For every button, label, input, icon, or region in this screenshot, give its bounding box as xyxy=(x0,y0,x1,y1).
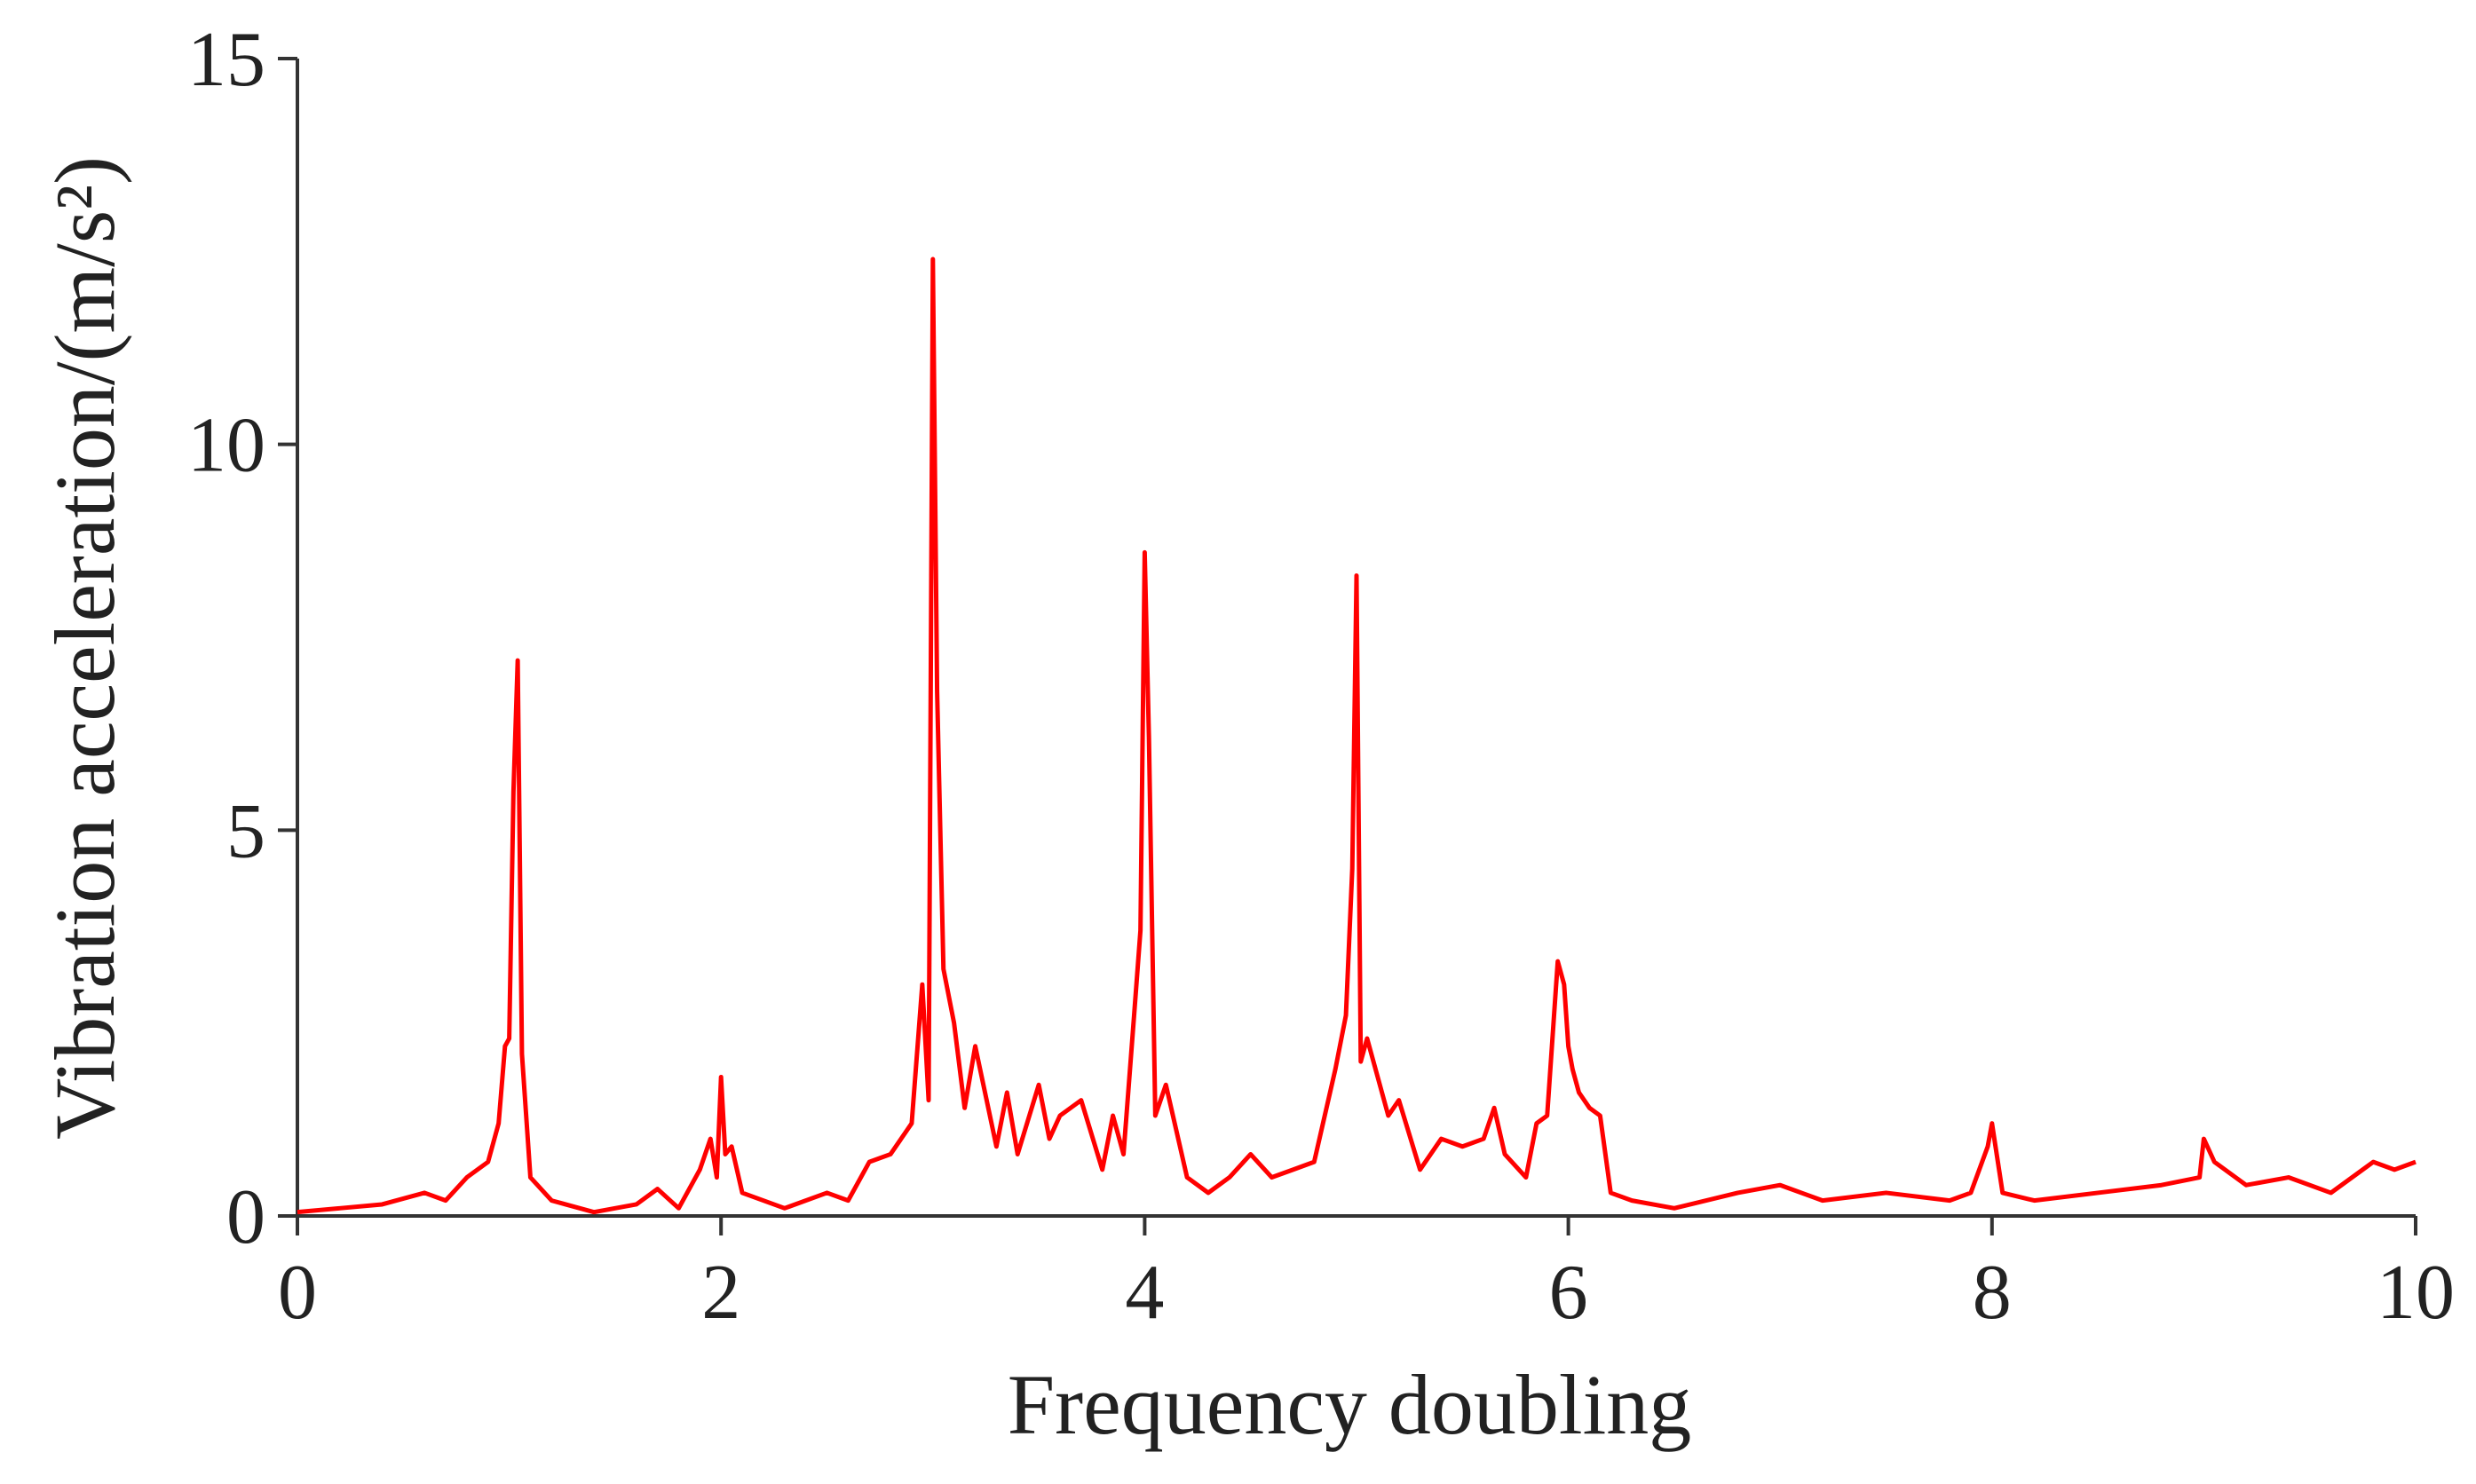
x-tick-label: 2 xyxy=(701,1250,740,1336)
x-tick-label: 8 xyxy=(1973,1250,2012,1336)
spectrum-line xyxy=(297,257,2417,1215)
y-tick-label: 5 xyxy=(226,788,265,874)
y-axis-label: Vibration acceleration/(m/s²) xyxy=(37,156,132,1140)
x-axis-label: Frequency doubling xyxy=(1008,1357,1692,1452)
x-tick-label: 6 xyxy=(1549,1250,1588,1336)
x-tick-label: 4 xyxy=(1125,1250,1164,1336)
y-tick-label: 15 xyxy=(187,17,265,103)
y-tick-label: 0 xyxy=(226,1174,265,1260)
y-tick-label: 10 xyxy=(187,403,265,489)
x-tick-label: 0 xyxy=(278,1250,317,1336)
x-tick-label: 10 xyxy=(2377,1250,2455,1336)
